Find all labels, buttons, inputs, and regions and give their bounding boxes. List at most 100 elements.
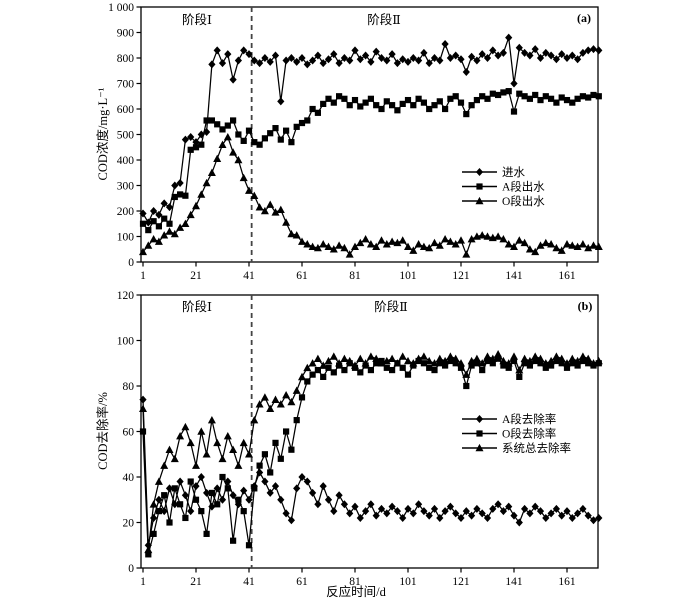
triangle-marker: [176, 223, 185, 231]
panel-a-letter: (a): [577, 11, 591, 25]
y-axis-tick-label: 900: [117, 28, 135, 40]
square-marker: [198, 508, 205, 515]
triangle-marker: [441, 234, 450, 243]
y-axis-tick-label: 300: [117, 181, 135, 193]
square-marker: [283, 428, 290, 435]
square-marker: [155, 508, 162, 515]
triangle-marker: [557, 354, 566, 362]
diamond-marker: [282, 56, 290, 65]
triangle-marker: [563, 240, 571, 248]
triangle-marker: [435, 354, 444, 362]
triangle-marker: [234, 461, 243, 469]
diamond-marker: [584, 46, 592, 55]
x-axis-tick-label: 141: [505, 576, 523, 588]
square-marker: [145, 227, 152, 234]
triangle-marker: [345, 356, 354, 365]
triangle-marker: [499, 234, 508, 243]
square-marker: [399, 364, 406, 371]
square-marker: [293, 417, 300, 424]
triangle-marker: [520, 354, 529, 362]
square-marker: [537, 96, 544, 104]
x-axis-tick-label: 101: [399, 576, 417, 588]
square-marker: [208, 489, 215, 497]
square-marker: [558, 360, 565, 367]
diamond-marker: [144, 218, 152, 227]
square-marker: [510, 108, 518, 115]
square-marker: [489, 90, 496, 97]
square-marker: [304, 117, 311, 124]
diamond-marker: [515, 43, 523, 52]
triangle-marker: [475, 443, 484, 452]
diamond-marker: [462, 507, 470, 516]
diamond-marker: [558, 511, 566, 520]
diamond-marker: [415, 56, 423, 65]
square-marker: [182, 514, 189, 522]
triangle-marker: [536, 354, 545, 362]
diamond-marker: [287, 516, 295, 525]
x-axis-tick-label: 81: [349, 576, 361, 588]
triangle-marker: [181, 422, 190, 431]
triangle-marker: [494, 350, 503, 358]
triangle-marker: [319, 361, 328, 369]
diamond-marker: [271, 51, 280, 60]
diamond-marker: [356, 513, 364, 522]
legend-label-stage-o-removal: O段去除率: [502, 427, 556, 441]
panel-a-phase2-label: 阶段Ⅱ: [367, 12, 401, 27]
triangle-marker: [282, 391, 291, 399]
diamond-marker: [552, 504, 560, 513]
diamond-marker: [515, 518, 523, 527]
triangle-marker: [245, 450, 253, 458]
square-marker: [367, 95, 374, 102]
diamond-marker: [319, 482, 327, 491]
square-marker: [457, 364, 465, 371]
series-stage-a-effluent: [139, 88, 602, 234]
triangle-marker: [531, 352, 540, 360]
square-marker: [198, 141, 205, 148]
square-marker: [267, 469, 274, 476]
square-marker: [214, 121, 221, 128]
triangle-marker: [483, 232, 492, 240]
panel-a-phase1-label: 阶段Ⅰ: [182, 12, 212, 27]
square-marker: [261, 135, 268, 142]
square-marker: [150, 218, 157, 225]
x-axis-tick-label: 61: [296, 270, 308, 282]
diamond-marker: [420, 507, 428, 516]
triangle-marker: [366, 352, 375, 360]
triangle-marker: [176, 431, 185, 440]
square-marker: [256, 141, 263, 148]
diamond-marker: [256, 468, 264, 477]
square-marker: [139, 428, 147, 435]
triangle-marker: [584, 354, 593, 362]
square-marker: [357, 369, 364, 376]
diamond-marker: [303, 477, 311, 486]
diamond-marker: [574, 55, 582, 64]
diamond-marker: [187, 133, 195, 142]
triangle-marker: [298, 372, 306, 381]
triangle-marker: [520, 238, 529, 247]
triangle-marker: [510, 352, 518, 360]
triangle-marker: [160, 231, 169, 239]
diamond-marker: [176, 477, 184, 486]
square-marker: [351, 96, 359, 104]
x-axis-tick-label: 161: [558, 270, 576, 282]
square-marker: [304, 378, 311, 385]
x-axis-title: 反应时间/d: [326, 584, 386, 599]
diamond-marker: [595, 46, 603, 55]
diamond-marker: [314, 500, 322, 509]
triangle-marker: [578, 240, 587, 248]
square-marker: [526, 362, 533, 369]
diamond-marker: [473, 56, 481, 65]
square-marker: [542, 364, 549, 371]
square-marker: [447, 95, 454, 102]
square-marker: [224, 122, 231, 129]
square-marker: [476, 430, 483, 437]
x-axis-tick-label: 141: [505, 270, 523, 282]
triangle-marker: [467, 356, 476, 365]
triangle-marker: [462, 250, 471, 258]
square-marker: [420, 360, 427, 367]
square-marker: [309, 371, 316, 378]
square-marker: [553, 357, 560, 365]
diamond-marker: [208, 60, 216, 69]
diamond-marker: [367, 500, 375, 509]
